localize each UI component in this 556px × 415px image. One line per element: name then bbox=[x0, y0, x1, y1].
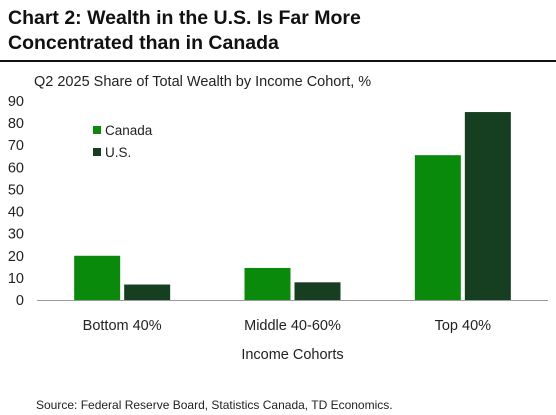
title-divider bbox=[0, 60, 556, 62]
x-tick-label: Bottom 40% bbox=[83, 318, 162, 334]
bar-us bbox=[294, 282, 341, 300]
y-tick-label: 0 bbox=[16, 293, 24, 309]
bar-canada bbox=[74, 255, 121, 300]
chart-title-line-1: Chart 2: Wealth in the U.S. Is Far More bbox=[8, 7, 361, 29]
chart-title-line-2: Concentrated than in Canada bbox=[8, 32, 279, 54]
y-tick-label: 10 bbox=[8, 271, 24, 287]
legend-swatch bbox=[93, 126, 101, 134]
source-note: Source: Federal Reserve Board, Statistic… bbox=[36, 398, 393, 412]
legend-label: Canada bbox=[105, 123, 153, 138]
y-tick-label: 70 bbox=[8, 138, 24, 154]
bar-us bbox=[124, 284, 171, 300]
bar-us bbox=[464, 112, 511, 300]
legend-swatch bbox=[93, 148, 101, 156]
y-tick-label: 60 bbox=[8, 160, 24, 176]
y-tick-label: 50 bbox=[8, 182, 24, 198]
y-tick-label: 30 bbox=[8, 227, 24, 243]
y-tick-label: 40 bbox=[8, 205, 24, 221]
y-tick-label: 20 bbox=[8, 249, 24, 265]
y-tick-label: 80 bbox=[8, 116, 24, 132]
bar-canada bbox=[244, 267, 291, 300]
bar-canada bbox=[414, 155, 461, 300]
chart-subtitle: Q2 2025 Share of Total Wealth by Income … bbox=[34, 74, 372, 90]
x-tick-label: Middle 40-60% bbox=[244, 318, 341, 334]
chart-title: Chart 2: Wealth in the U.S. Is Far More … bbox=[8, 6, 548, 56]
x-axis-title: Income Cohorts bbox=[241, 347, 343, 363]
y-tick-label: 90 bbox=[8, 94, 24, 110]
x-tick-label: Top 40% bbox=[435, 318, 492, 334]
legend-label: U.S. bbox=[105, 145, 131, 160]
